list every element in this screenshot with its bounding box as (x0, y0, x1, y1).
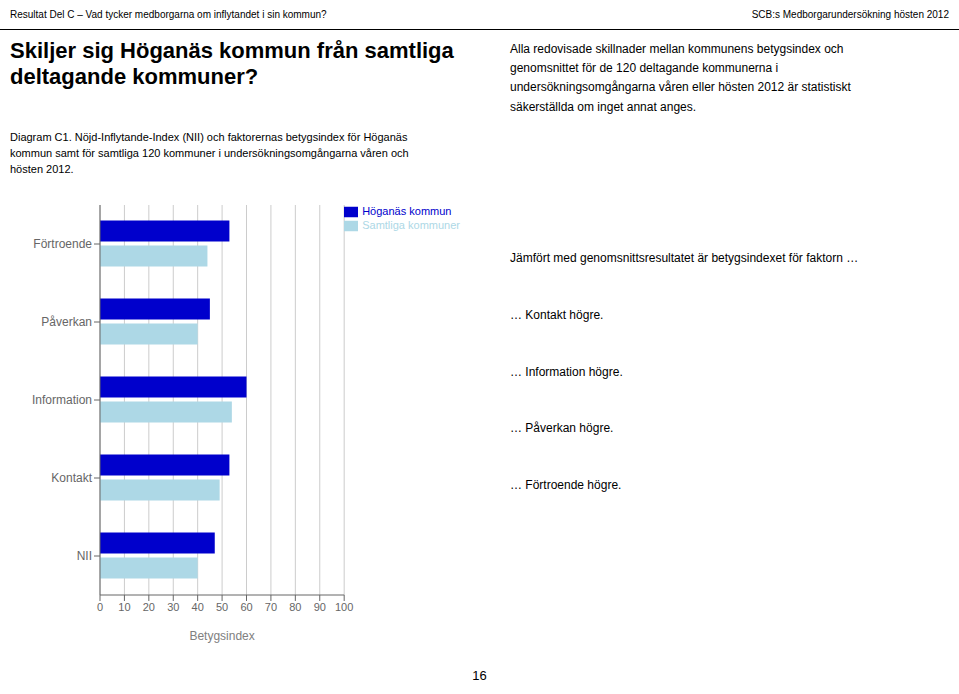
svg-text:40: 40 (192, 601, 204, 613)
html-text:Resultat Del C – Vad tycker me: Resultat Del C – Vad tycker medborgarna … (10, 9, 327, 20)
svg-text:60: 60 (240, 601, 252, 613)
svg-text:70: 70 (265, 601, 277, 613)
svg-text:Påverkan: Påverkan (41, 315, 92, 329)
html-text:Diagram C1. Nöjd-Inflytande-In: Diagram C1. Nöjd-Inflytande-Index (NII) … (10, 131, 409, 175)
html-text:16: 16 (472, 668, 487, 683)
html-text:genomsnittet för de 120 deltag: genomsnittet för de 120 deltagande kommu… (510, 61, 779, 76)
html-text:… Förtroende högre.: … Förtroende högre. (510, 478, 622, 493)
svg-text:20: 20 (143, 601, 155, 613)
svg-text:Betygsindex: Betygsindex (189, 629, 254, 643)
svg-text:50: 50 (216, 601, 228, 613)
svg-text:10: 10 (118, 601, 130, 613)
svg-text:90: 90 (314, 601, 326, 613)
html-text:Alla redovisade skillnader mel: Alla redovisade skillnader mellan kommun… (510, 42, 844, 56)
html-text:Höganäs kommun: Höganäs kommun (362, 205, 452, 217)
svg-text:0: 0 (97, 601, 103, 613)
html-text:Samtliga kommuner: Samtliga kommuner (362, 219, 460, 232)
svg-text:Kontakt: Kontakt (51, 471, 92, 485)
svg-text:80: 80 (289, 601, 301, 613)
svg-text:30: 30 (167, 601, 179, 613)
html-text:Skiljer sig Höganäs kommun frå: Skiljer sig Höganäs kommun från samtliga… (10, 38, 454, 90)
svg-text:100: 100 (335, 601, 353, 613)
html-text:… Påverkan högre.: … Påverkan högre. (510, 421, 614, 436)
svg-text:NII: NII (77, 549, 92, 563)
svg-text:Information: Information (32, 393, 92, 407)
html-text:Jämfört med genomsnittsresulta: Jämfört med genomsnittsresultatet är bet… (510, 251, 859, 265)
html-text:SCB:s Medborgarundersökning hö: SCB:s Medborgarundersökning hösten 2012 (751, 9, 949, 20)
html-text:undersökningsomgångarna våren: undersökningsomgångarna våren eller höst… (510, 80, 851, 95)
html-text:… Information högre.: … Information högre. (510, 364, 623, 379)
svg-text:Förtroende: Förtroende (33, 237, 92, 251)
html-text:… Kontakt högre.: … Kontakt högre. (510, 307, 604, 322)
html-text:säkerställda om inget annat an: säkerställda om inget annat anges. (510, 99, 697, 114)
